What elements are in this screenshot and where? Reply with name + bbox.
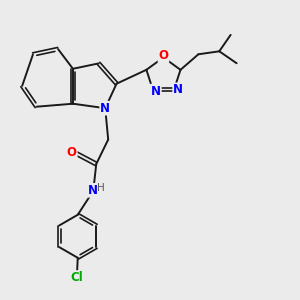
Text: Cl: Cl (71, 271, 83, 284)
Text: N: N (151, 85, 161, 98)
Text: O: O (67, 146, 77, 159)
Text: N: N (173, 83, 183, 96)
Text: O: O (158, 49, 168, 62)
Text: N: N (100, 102, 110, 115)
Text: H: H (97, 183, 105, 193)
Text: N: N (88, 184, 98, 197)
